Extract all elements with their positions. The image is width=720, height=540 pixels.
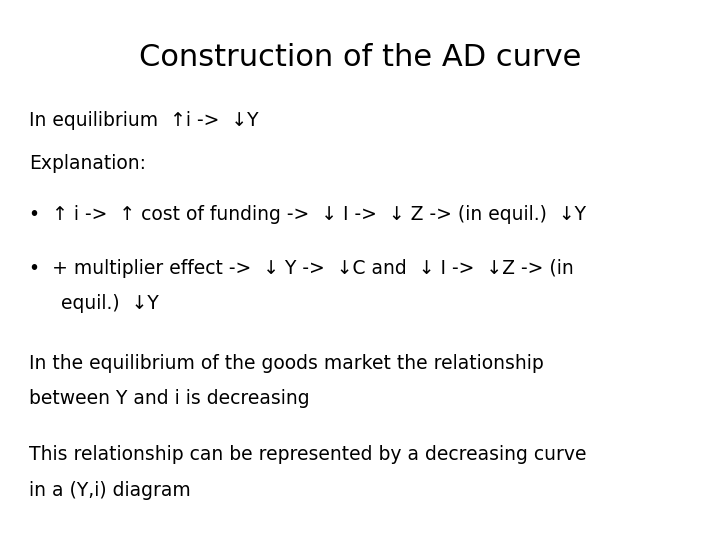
Text: Explanation:: Explanation: [29,154,145,173]
Text: In the equilibrium of the goods market the relationship: In the equilibrium of the goods market t… [29,354,544,373]
Text: •  ↑ i ->  ↑ cost of funding ->  ↓ I ->  ↓ Z -> (in equil.)  ↓Y: • ↑ i -> ↑ cost of funding -> ↓ I -> ↓ Z… [29,205,586,224]
Text: between Y and i is decreasing: between Y and i is decreasing [29,389,310,408]
Text: •  + multiplier effect ->  ↓ Y ->  ↓C and  ↓ I ->  ↓Z -> (in: • + multiplier effect -> ↓ Y -> ↓C and ↓… [29,259,574,278]
Text: equil.)  ↓Y: equil.) ↓Y [61,294,159,313]
Text: This relationship can be represented by a decreasing curve: This relationship can be represented by … [29,446,586,464]
Text: In equilibrium  ↑i ->  ↓Y: In equilibrium ↑i -> ↓Y [29,111,258,130]
Text: Construction of the AD curve: Construction of the AD curve [139,43,581,72]
Text: in a (Y,i) diagram: in a (Y,i) diagram [29,481,191,500]
